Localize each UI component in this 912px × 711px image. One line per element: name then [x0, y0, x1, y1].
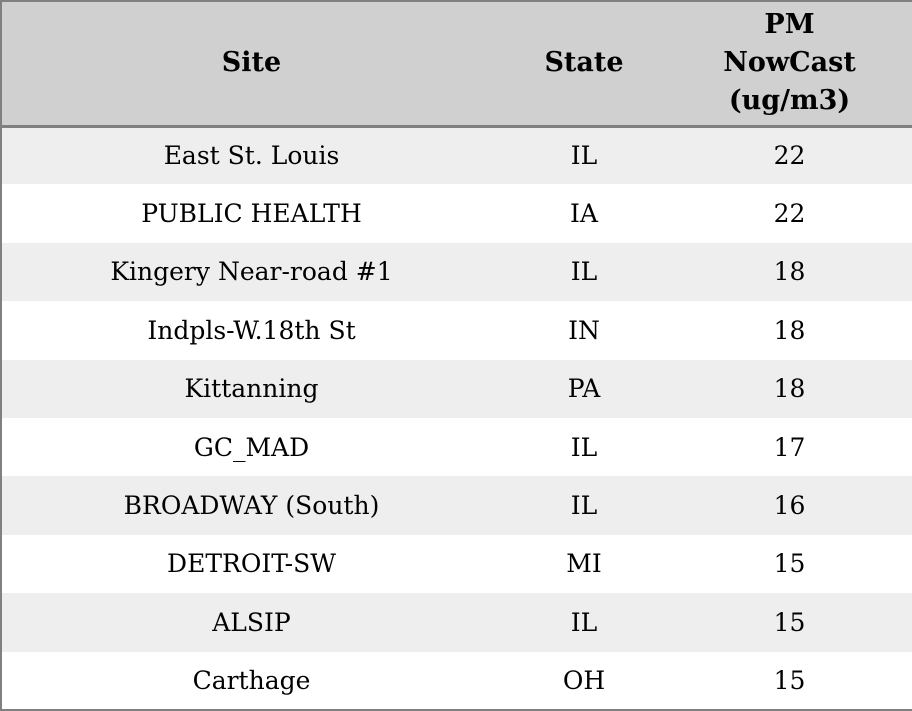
table-row: Carthage OH 15: [1, 651, 912, 710]
state-cell: OH: [562, 665, 606, 695]
pm-value-cell: 15: [773, 549, 806, 579]
state-cell: IA: [570, 199, 598, 229]
table-row: Indpls-W.18th St IN 18: [1, 301, 912, 360]
state-cell: IL: [570, 141, 598, 171]
pm-value-cell: 18: [773, 315, 806, 345]
site-cell: DETROIT-SW: [167, 549, 336, 579]
pm-value-cell: 16: [773, 491, 806, 521]
pm-value-cell: 22: [773, 141, 806, 171]
table-row: BROADWAY (South) IL 16: [1, 476, 912, 535]
site-cell: Kingery Near-road #1: [110, 257, 393, 287]
state-cell: IL: [570, 491, 598, 521]
site-cell: East St. Louis: [163, 141, 340, 171]
site-cell: Carthage: [192, 665, 311, 695]
state-cell: IN: [568, 315, 600, 345]
state-cell: IL: [570, 607, 598, 637]
column-header-site: Site: [1, 1, 501, 128]
site-cell: GC_MAD: [193, 432, 310, 462]
site-cell: PUBLIC HEALTH: [141, 199, 362, 229]
pm-value-cell: 18: [773, 374, 806, 404]
site-cell: Indpls-W.18th St: [147, 315, 356, 345]
state-cell: IL: [570, 257, 598, 287]
table-row: DETROIT-SW MI 15: [1, 534, 912, 594]
header-row: Site State PM NowCast (ug/m3): [1, 1, 912, 128]
pm-header-line-2: NowCast: [723, 47, 856, 79]
state-cell: IL: [570, 432, 598, 462]
state-cell: PA: [567, 374, 601, 404]
pm-header-line-3: (ug/m3): [728, 85, 851, 117]
state-cell: MI: [566, 549, 602, 579]
pm-value-cell: 18: [773, 257, 806, 287]
column-header-pm-nowcast: PM NowCast (ug/m3): [667, 1, 912, 128]
site-cell: BROADWAY (South): [123, 491, 380, 521]
pm-value-cell: 22: [773, 199, 806, 229]
table-row: PUBLIC HEALTH IA 22: [1, 184, 912, 243]
table-row: GC_MAD IL 17: [1, 417, 912, 477]
site-cell: Kittanning: [184, 374, 319, 404]
table-row: Kittanning PA 18: [1, 359, 912, 418]
pm-header-line-1: PM: [764, 9, 815, 41]
site-cell: ALSIP: [212, 607, 291, 637]
pm-value-cell: 17: [773, 432, 806, 462]
table-header: Site State PM NowCast (ug/m3): [1, 1, 912, 128]
pm-value-cell: 15: [773, 607, 806, 637]
column-header-state: State: [501, 1, 667, 128]
pm-value-cell: 15: [773, 665, 806, 695]
table-row: ALSIP IL 15: [1, 593, 912, 652]
table-row: Kingery Near-road #1 IL 18: [1, 242, 912, 302]
table-row: East St. Louis IL 22: [1, 126, 912, 185]
table-body: East St. Louis IL 22 PUBLIC HEALTH IA 22…: [1, 126, 912, 710]
